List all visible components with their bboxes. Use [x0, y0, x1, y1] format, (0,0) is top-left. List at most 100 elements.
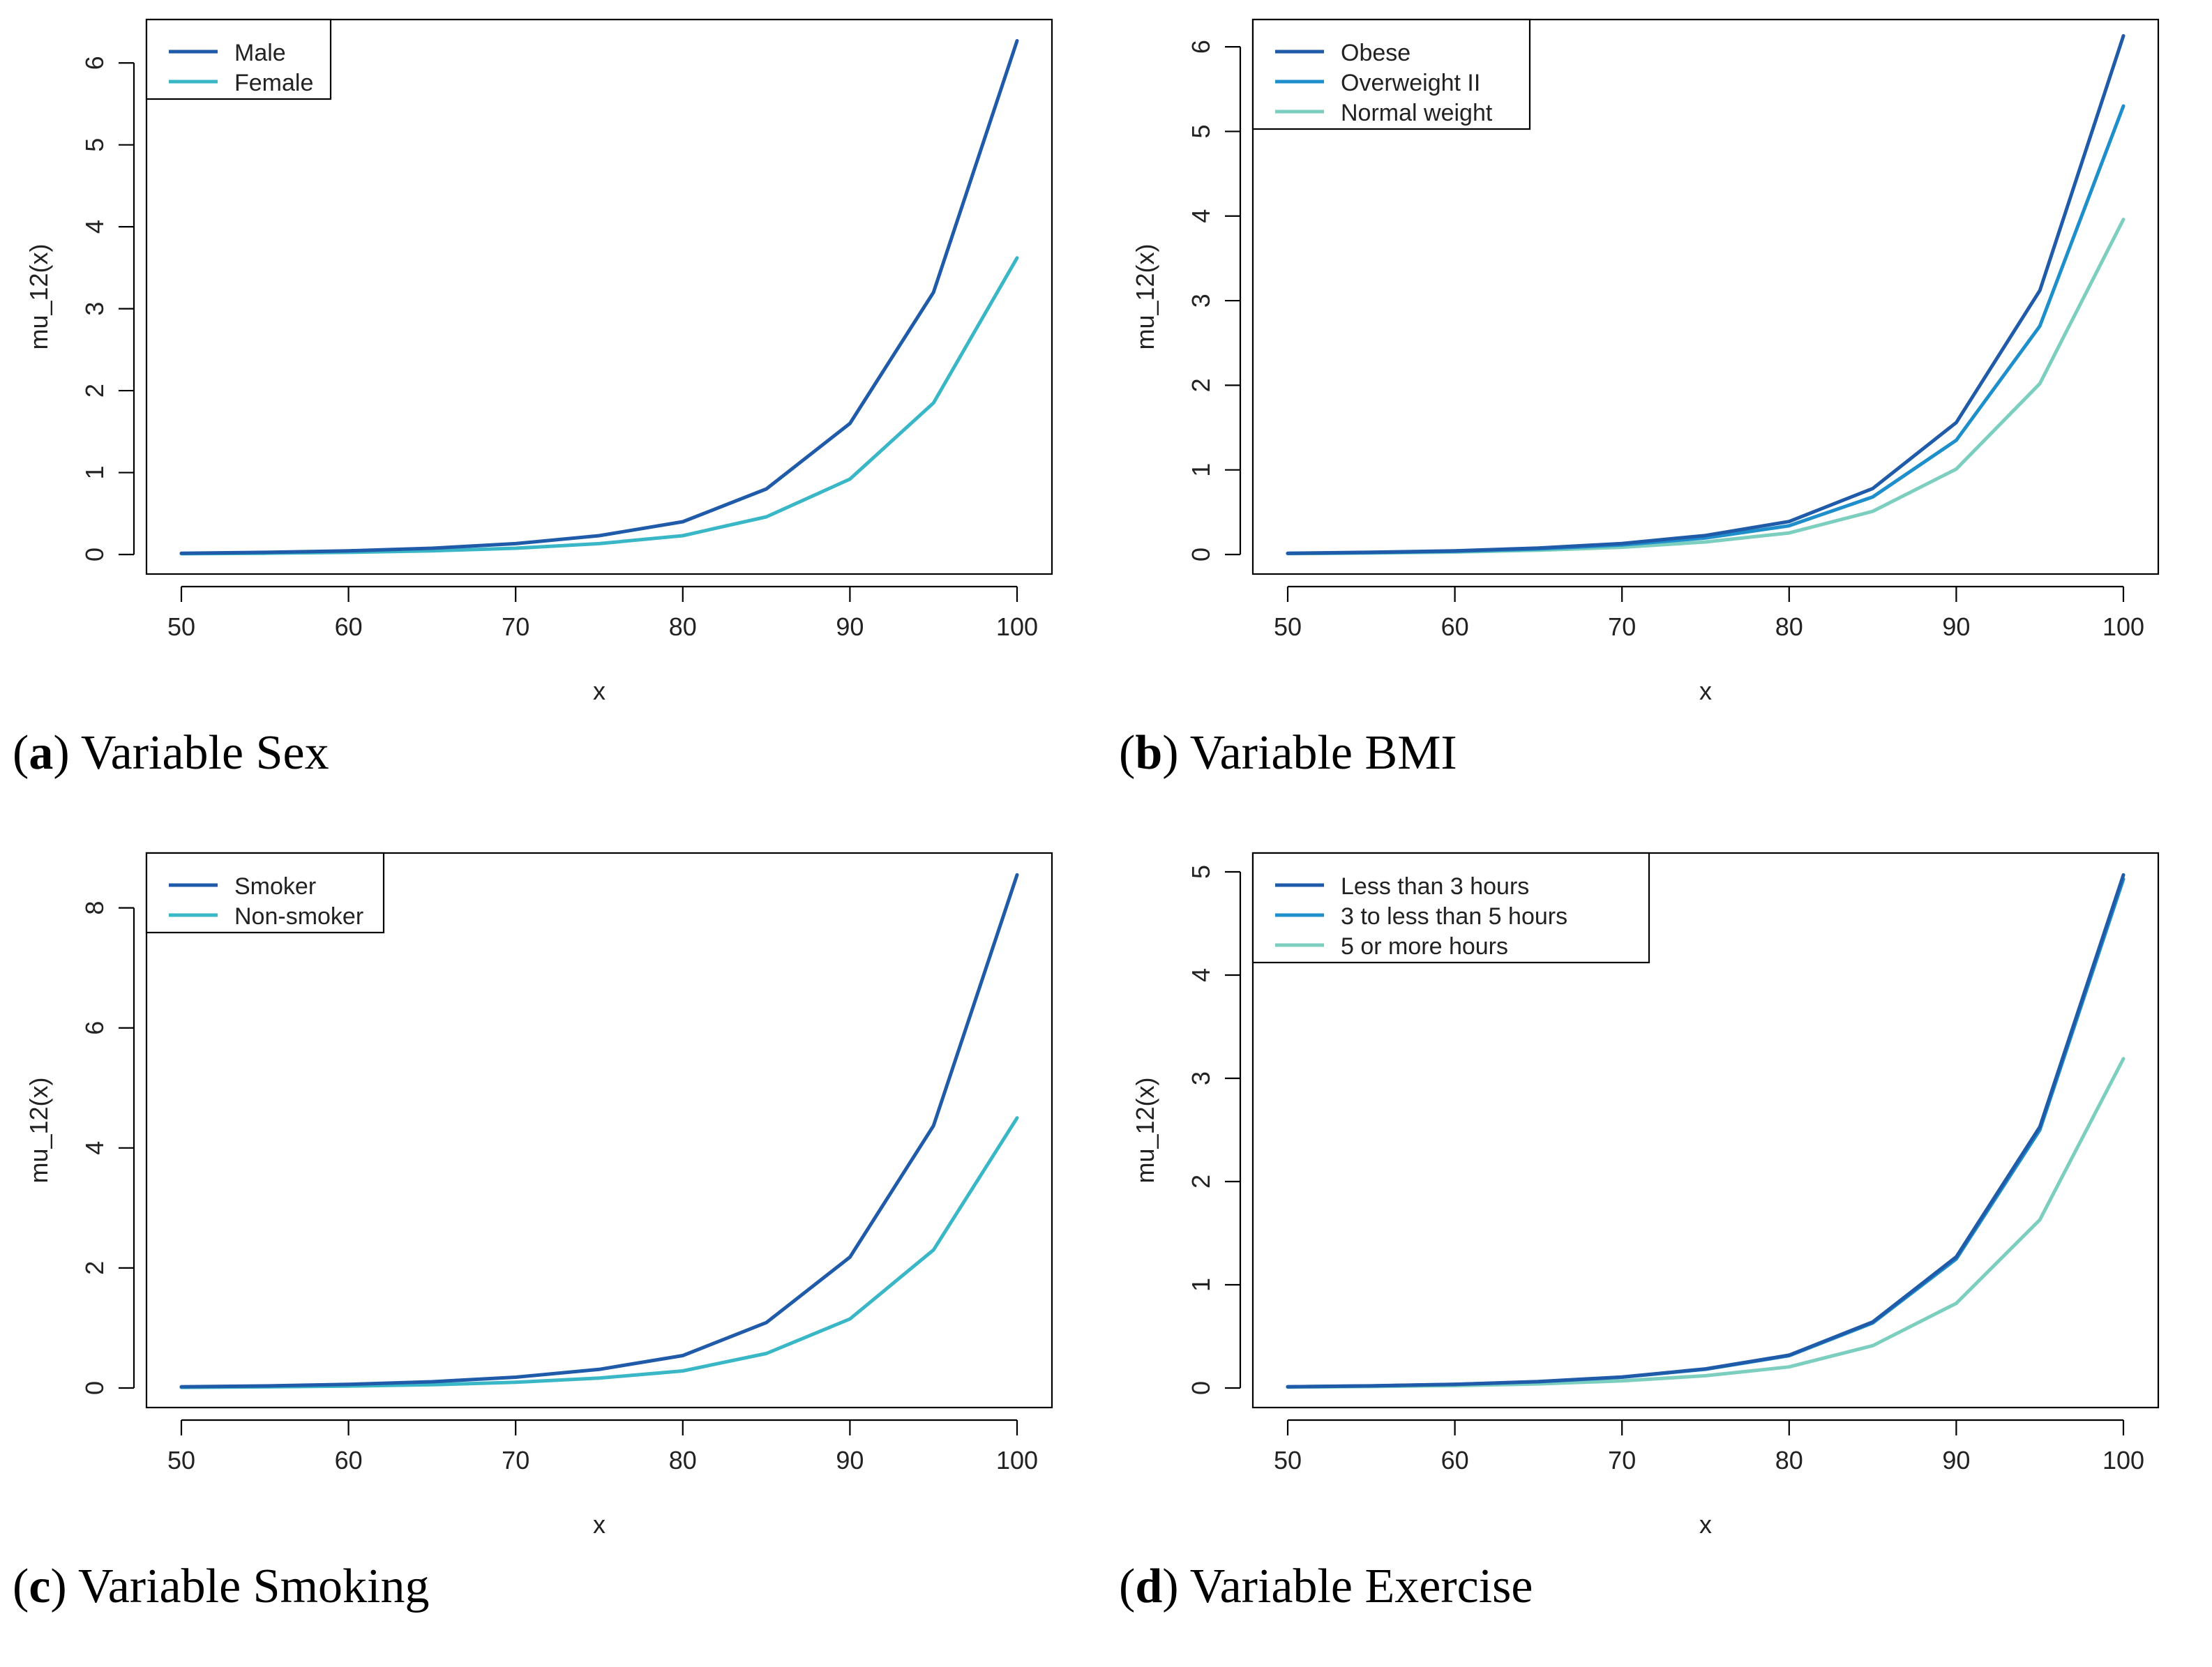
- y-tick-label: 8: [80, 901, 109, 915]
- legend-label: Overweight II: [1341, 70, 1480, 96]
- series-line-less-than-3-hours: [1286, 873, 2126, 1389]
- caption-text: Variable Sex: [80, 726, 329, 780]
- x-tick-label: 90: [836, 612, 864, 641]
- caption-letter: c: [29, 1560, 51, 1613]
- chart-bmi: 50 60 70 80 90 100 0 1 2 3 4 5 6 x mu_12(x) Obese Overwe…: [1131, 18, 2160, 705]
- y-tick-label: 5: [1187, 124, 1215, 138]
- y-tick-label: 3: [1187, 294, 1215, 308]
- y-tick-label: 4: [80, 1141, 109, 1155]
- x-tick-label: 50: [167, 1446, 195, 1474]
- y-tick-label: 3: [80, 302, 109, 316]
- x-tick-label: 100: [996, 612, 1038, 641]
- series-line-female: [179, 256, 1019, 556]
- y-axis-label: mu_12(x): [1131, 243, 1159, 349]
- x-axis-label: x: [1699, 677, 1712, 705]
- y-tick-label: 5: [80, 138, 109, 152]
- chart-sex: 50 60 70 80 90 100 0 1 2 3 4 5 6 x mu_12(x) Male Female: [24, 18, 1053, 705]
- legend-label: Normal weight: [1341, 100, 1493, 126]
- x-tick-label: 90: [836, 1446, 864, 1474]
- x-tick-label: 70: [502, 1446, 529, 1474]
- x-tick-label: 100: [2102, 612, 2144, 641]
- y-tick-label: 3: [1187, 1071, 1215, 1085]
- x-tick-label: 80: [669, 1446, 697, 1474]
- y-tick-label: 0: [80, 1381, 109, 1395]
- y-tick-label: 5: [1187, 865, 1215, 879]
- x-tick-label: 80: [1775, 612, 1803, 641]
- y-tick-label: 4: [1187, 209, 1215, 223]
- x-tick-label: 80: [669, 612, 697, 641]
- y-tick-label: 4: [80, 220, 109, 234]
- caption-smoking: (c) Variable Smoking: [13, 1560, 430, 1613]
- legend-label: Obese: [1341, 40, 1410, 66]
- y-tick-label: 2: [80, 1261, 109, 1275]
- series-line-5-or-more-hours: [1286, 1057, 2126, 1389]
- y-tick-label: 0: [1187, 1381, 1215, 1395]
- x-tick-label: 60: [1441, 1446, 1469, 1474]
- caption-sex: (a) Variable Sex: [13, 726, 329, 780]
- chart-smoking: 50 60 70 80 90 100 0 2 4 6 8 x mu_12(x) Smoker Non-smo…: [24, 852, 1053, 1539]
- legend-box: [145, 852, 385, 934]
- series-line-smoker: [179, 873, 1019, 1389]
- plot-frame: [145, 852, 1053, 1409]
- x-tick-label: 70: [1608, 612, 1636, 641]
- x-axis-label: x: [593, 677, 605, 705]
- y-tick-label: 1: [1187, 1278, 1215, 1292]
- chart-panel-smoking: 50 60 70 80 90 100 0 2 4 6 8 x mu_12(x) Smoker Non-smo…: [0, 834, 1106, 1667]
- series-line-overweight-ii: [1286, 104, 2126, 555]
- legend-label: Smoker: [234, 873, 316, 900]
- legend-label: Female: [234, 70, 313, 96]
- y-tick-label: 6: [80, 56, 109, 70]
- legend-label: 5 or more hours: [1341, 933, 1508, 960]
- caption-text: Variable Exercise: [1189, 1560, 1533, 1613]
- x-tick-label: 50: [167, 612, 195, 641]
- caption-letter: d: [1135, 1560, 1163, 1613]
- legend-label: Male: [234, 40, 286, 66]
- x-tick-label: 100: [2102, 1446, 2144, 1474]
- x-tick-label: 90: [1942, 612, 1970, 641]
- chart-panel-exercise: 50 60 70 80 90 100 0 1 2 3 4 5 x mu_12(x) Less than 3 …: [1106, 834, 2212, 1667]
- caption-letter: b: [1135, 726, 1163, 780]
- caption-text: Variable Smoking: [77, 1560, 430, 1613]
- caption-bmi: (b) Variable BMI: [1119, 726, 1457, 780]
- series-line-obese: [1286, 33, 2126, 555]
- y-tick-label: 1: [1187, 463, 1215, 477]
- series-line-non-smoker: [179, 1116, 1019, 1389]
- caption-exercise: (d) Variable Exercise: [1119, 1560, 1533, 1613]
- x-tick-label: 80: [1775, 1446, 1803, 1474]
- x-tick-label: 60: [1441, 612, 1469, 641]
- x-tick-label: 100: [996, 1446, 1038, 1474]
- plot-frame: [1251, 852, 2160, 1409]
- legend-label: Less than 3 hours: [1341, 873, 1529, 900]
- series-line-male: [179, 39, 1019, 555]
- y-axis-label: mu_12(x): [1131, 1077, 1159, 1183]
- y-tick-label: 2: [80, 384, 109, 398]
- x-tick-label: 50: [1274, 1446, 1302, 1474]
- chart-exercise: 50 60 70 80 90 100 0 1 2 3 4 5 x mu_12(x) Less than 3 …: [1131, 852, 2160, 1539]
- y-tick-label: 4: [1187, 968, 1215, 982]
- x-tick-label: 60: [335, 1446, 363, 1474]
- chart-panel-bmi: 50 60 70 80 90 100 0 1 2 3 4 5 6 x mu_12(x) Obese Overwe…: [1106, 0, 2212, 834]
- series-line-normal-weight: [1286, 218, 2126, 556]
- y-tick-label: 0: [80, 548, 109, 561]
- x-tick-label: 70: [502, 612, 529, 641]
- plot-frame: [145, 18, 1053, 575]
- legend-box: [145, 18, 332, 100]
- y-axis-label: mu_12(x): [24, 1077, 53, 1183]
- y-axis-label: mu_12(x): [24, 243, 53, 349]
- x-axis-label: x: [593, 1510, 605, 1539]
- x-tick-label: 60: [335, 612, 363, 641]
- legend-label: 3 to less than 5 hours: [1341, 903, 1567, 930]
- chart-panel-sex: 50 60 70 80 90 100 0 1 2 3 4 5 6 x mu_12(x) Male Female …: [0, 0, 1106, 834]
- caption-text: Variable BMI: [1189, 726, 1457, 780]
- y-tick-label: 1: [80, 466, 109, 480]
- y-tick-label: 0: [1187, 548, 1215, 561]
- x-tick-label: 70: [1608, 1446, 1636, 1474]
- x-tick-label: 50: [1274, 612, 1302, 641]
- y-tick-label: 6: [80, 1021, 109, 1035]
- caption-letter: a: [29, 726, 54, 780]
- x-axis-label: x: [1699, 1510, 1712, 1539]
- y-tick-label: 2: [1187, 378, 1215, 392]
- plot-frame: [1251, 18, 2160, 575]
- y-tick-label: 6: [1187, 40, 1215, 54]
- x-tick-label: 90: [1942, 1446, 1970, 1474]
